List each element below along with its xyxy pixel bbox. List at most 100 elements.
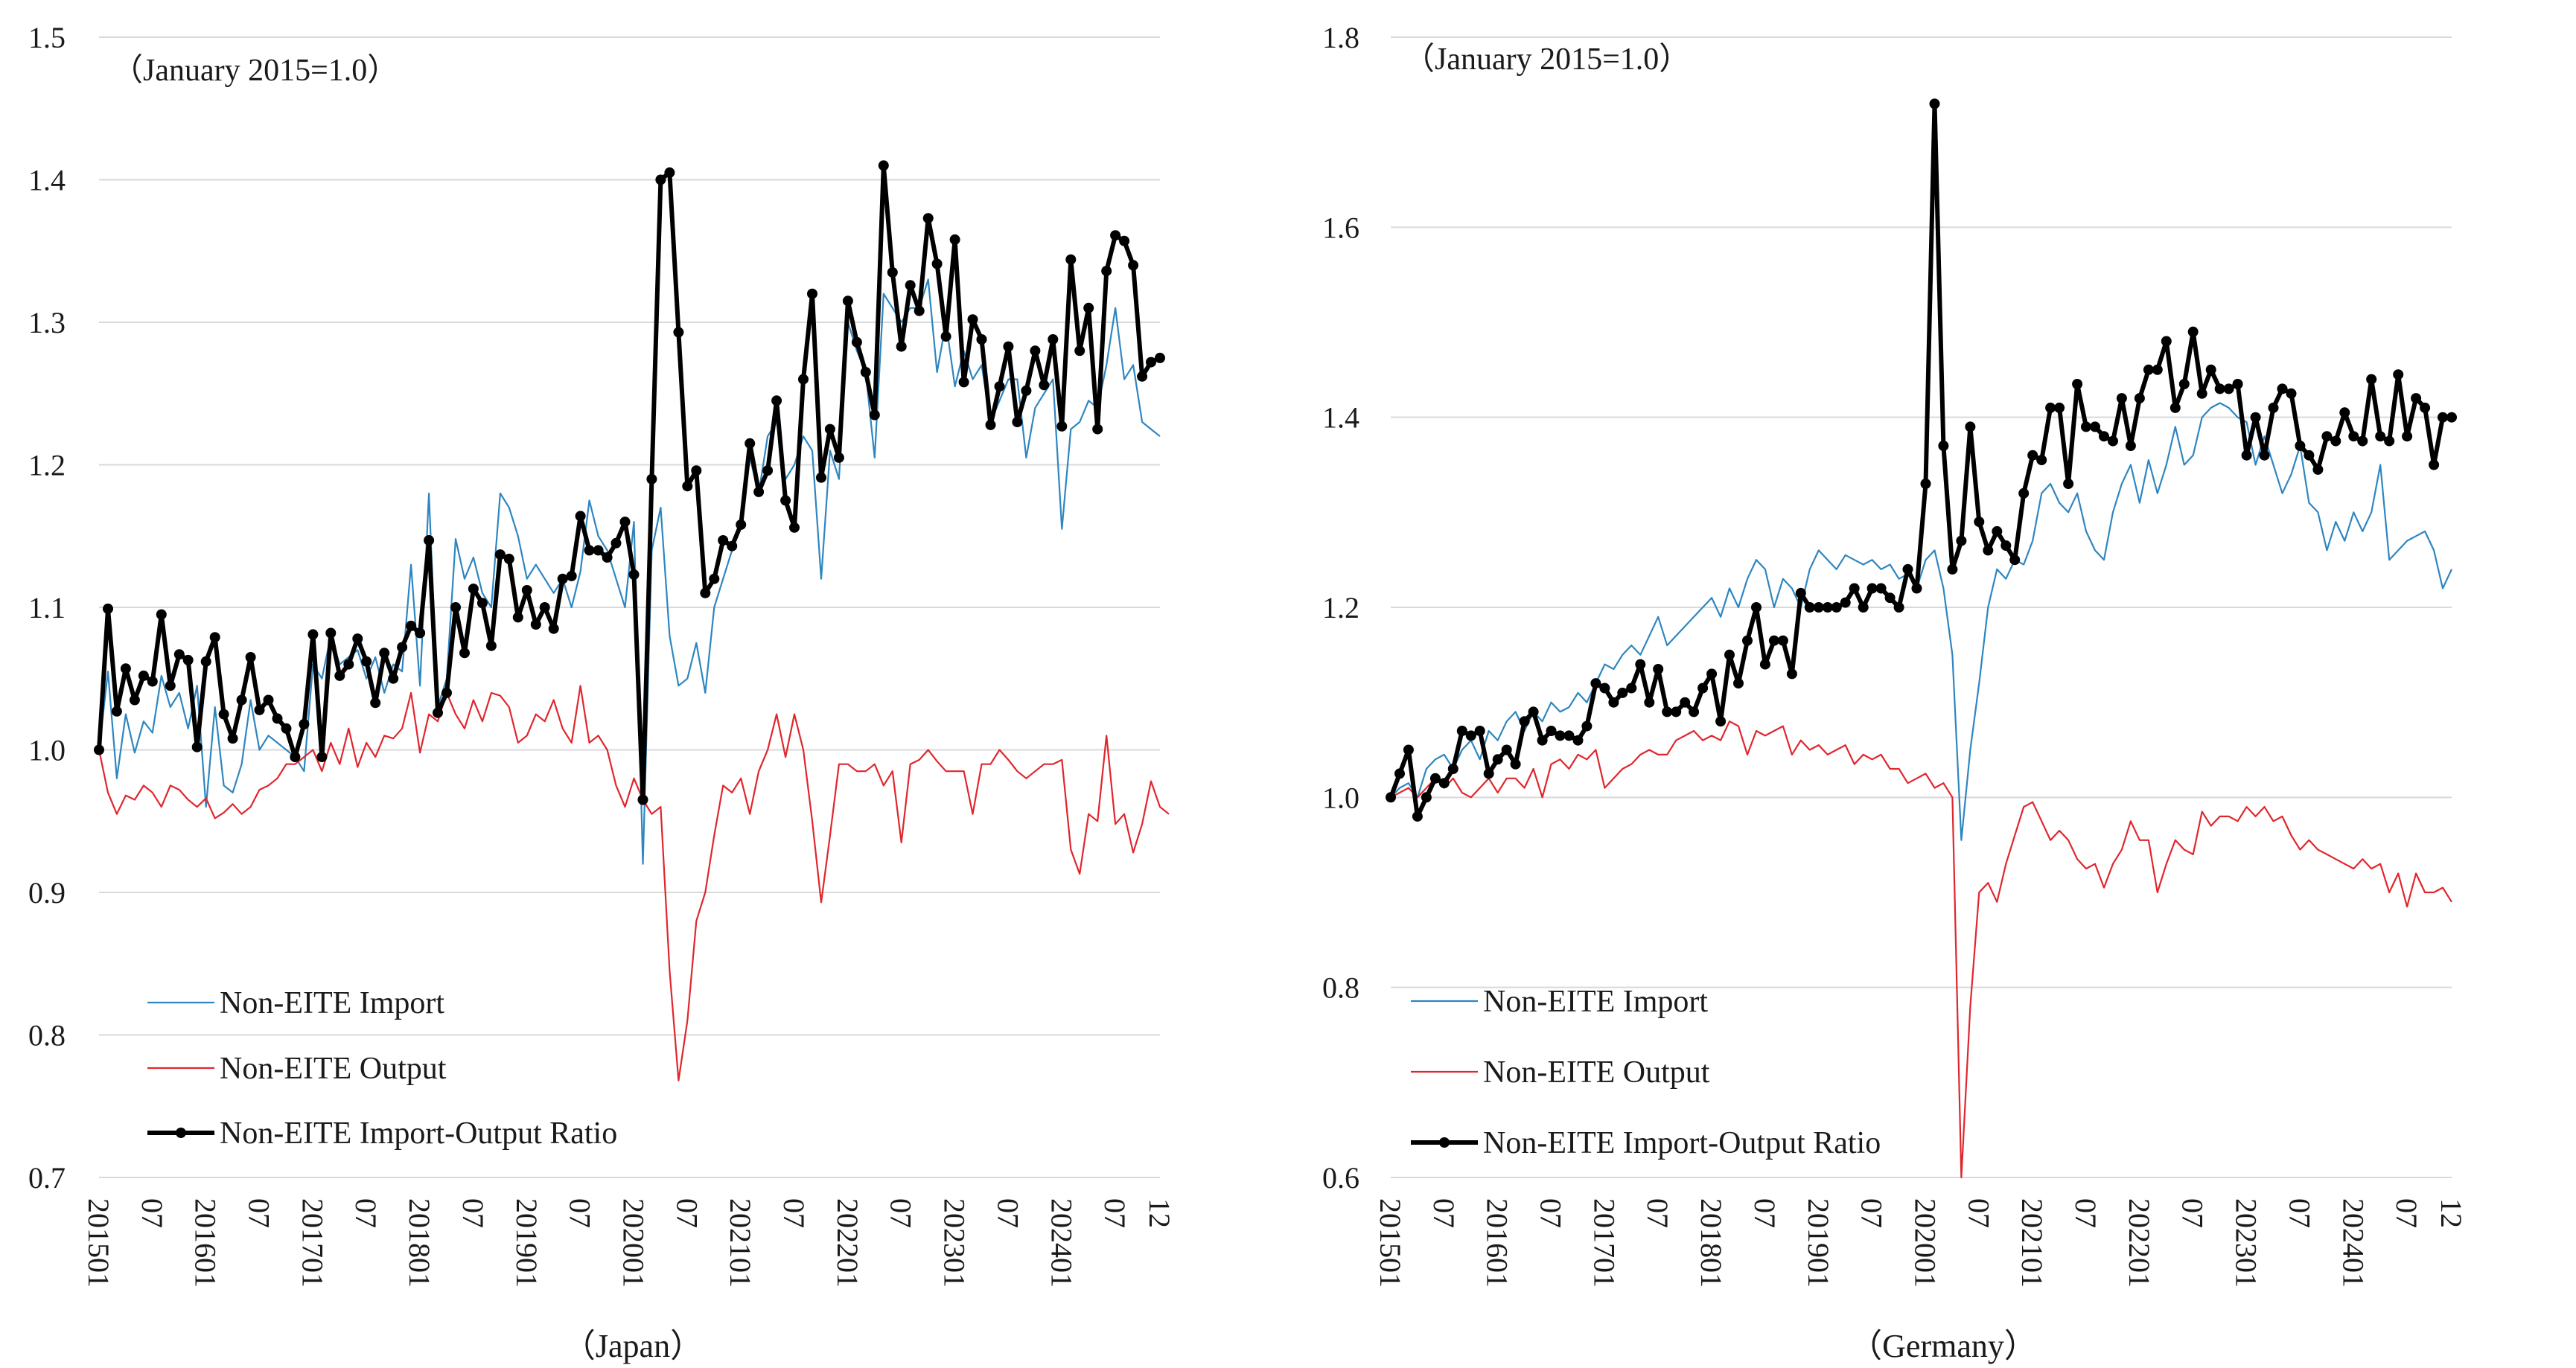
data-point-ratio <box>762 465 774 476</box>
data-point-ratio <box>1456 726 1467 736</box>
x-tick-label: 07 <box>1427 1198 1461 1228</box>
legend-label-output: Non-EITE Output <box>220 1052 447 1086</box>
data-point-ratio <box>2312 464 2324 475</box>
data-point-ratio <box>1929 98 1940 109</box>
data-point-ratio <box>1572 735 1584 746</box>
data-point-ratio <box>860 367 871 377</box>
data-point-ratio <box>2393 369 2404 380</box>
data-point-ratio <box>1866 583 1878 594</box>
x-tick-label: 202301 <box>2230 1198 2263 1288</box>
data-point-ratio <box>2286 388 2297 399</box>
x-tick-label: 07 <box>1641 1198 1674 1228</box>
data-point-ratio <box>1386 792 1396 803</box>
data-point-ratio <box>325 627 337 639</box>
data-point-ratio <box>557 573 568 584</box>
data-point-ratio <box>218 709 229 720</box>
data-point-ratio <box>1689 706 1700 717</box>
data-point-ratio <box>1813 602 1824 613</box>
x-tick-label: 202401 <box>1045 1198 1078 1288</box>
x-tick-label: 07 <box>2390 1198 2423 1228</box>
data-point-ratio <box>2375 431 2386 442</box>
data-point-ratio <box>922 213 934 224</box>
data-point-ratio <box>905 280 916 291</box>
data-point-ratio <box>2438 412 2448 423</box>
data-point-ratio <box>433 707 443 718</box>
series-line-ratio <box>1389 101 2452 819</box>
data-point-ratio <box>254 704 265 715</box>
data-point-ratio <box>789 522 800 533</box>
data-point-ratio <box>646 473 657 485</box>
x-tick-label: 07 <box>1962 1198 1995 1228</box>
data-point-ratio <box>575 511 586 522</box>
data-point-ratio <box>245 652 256 662</box>
data-point-ratio <box>2268 402 2279 413</box>
data-point-ratio <box>2259 450 2270 461</box>
data-point-ratio <box>2411 393 2422 404</box>
x-tick-label: 202401 <box>2336 1198 2370 1288</box>
data-point-ratio <box>494 549 506 560</box>
data-point-ratio <box>1715 716 1727 727</box>
data-point-ratio <box>851 336 862 348</box>
data-point-ratio <box>548 623 559 634</box>
data-point-ratio <box>1777 635 1788 646</box>
data-point-ratio <box>512 612 523 623</box>
x-tick-label: 12 <box>2435 1198 2468 1228</box>
data-point-ratio <box>1092 423 1103 435</box>
x-tick-label: 202001 <box>1908 1198 1942 1288</box>
x-tick-label: 202301 <box>938 1198 972 1288</box>
data-point-ratio <box>1956 535 1967 546</box>
data-point-ratio <box>842 295 853 307</box>
data-point-ratio <box>807 288 817 299</box>
data-point-ratio <box>1003 341 1014 352</box>
data-point-ratio <box>263 694 274 706</box>
data-point-ratio <box>94 744 104 755</box>
data-point-ratio <box>379 648 390 659</box>
x-tick-label: 07 <box>2283 1198 2316 1228</box>
data-point-ratio <box>2027 450 2038 461</box>
data-point-ratio <box>227 733 238 744</box>
data-point-ratio <box>1902 563 1913 575</box>
legend-marker <box>176 1128 186 1138</box>
data-point-ratio <box>1599 683 1610 694</box>
data-point-ratio <box>2196 388 2207 399</box>
data-point-ratio <box>2357 435 2368 447</box>
data-point-ratio <box>1858 602 1869 613</box>
data-point-ratio <box>619 517 631 528</box>
data-point-ratio <box>2366 374 2377 385</box>
data-point-ratio <box>2081 421 2091 432</box>
legend-label-import: Non-EITE Import <box>220 986 444 1020</box>
data-point-ratio <box>1751 602 1762 613</box>
data-point-ratio <box>1983 545 1994 556</box>
data-point-ratio <box>745 438 756 449</box>
data-point-ratio <box>1021 385 1032 396</box>
data-point-ratio <box>2090 421 2100 432</box>
x-tick-label: 07 <box>777 1198 811 1228</box>
x-tick-label: 202101 <box>724 1198 757 1288</box>
data-point-ratio <box>1546 726 1557 736</box>
data-point-ratio <box>1155 352 1165 363</box>
data-point-ratio <box>1429 773 1441 784</box>
data-point-ratio <box>1590 678 1601 689</box>
x-tick-label: 07 <box>670 1198 704 1228</box>
data-point-ratio <box>2250 412 2261 423</box>
data-point-ratio <box>2304 450 2315 461</box>
x-tick-label: 202201 <box>831 1198 864 1288</box>
data-point-ratio <box>2214 383 2225 394</box>
data-point-ratio <box>1030 345 1041 357</box>
data-point-ratio <box>798 374 809 385</box>
data-point-ratio <box>1893 602 1904 613</box>
data-point-ratio <box>1849 583 1860 594</box>
data-point-ratio <box>700 587 711 598</box>
data-point-ratio <box>2223 383 2234 394</box>
chart-caption: （Germany） <box>1849 1328 2037 1364</box>
data-point-ratio <box>994 381 1005 392</box>
data-point-ratio <box>2232 379 2243 389</box>
x-tick-label: 201901 <box>510 1198 543 1288</box>
data-point-ratio <box>2000 540 2012 551</box>
data-point-ratio <box>111 706 122 717</box>
y-tick-label: 1.3 <box>28 306 66 339</box>
x-tick-label: 201801 <box>403 1198 436 1288</box>
legend-label-ratio: Non-EITE Import-Output Ratio <box>220 1116 617 1151</box>
data-point-ratio <box>593 545 604 556</box>
data-point-ratio <box>1626 683 1637 694</box>
